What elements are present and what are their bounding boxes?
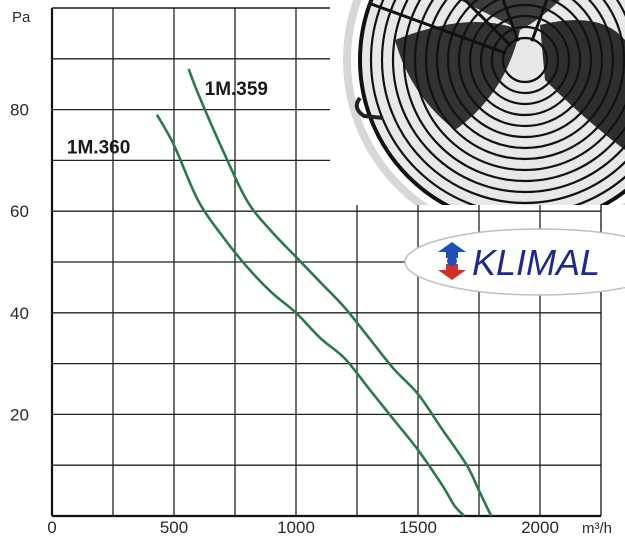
series-label-1m-360: 1M.360 bbox=[67, 138, 130, 159]
fan-photo bbox=[330, 0, 625, 205]
x-tick-label: 1500 bbox=[399, 518, 437, 537]
series-line-1m-359 bbox=[187, 68, 493, 517]
fan-grille-icon bbox=[369, 0, 625, 205]
y-tick-label: 80 bbox=[10, 101, 29, 120]
series-labels: 1M.359 1M.360 bbox=[67, 79, 268, 159]
x-tick-label: 500 bbox=[160, 518, 188, 537]
y-tick-label: 40 bbox=[10, 304, 29, 323]
x-tick-label: 1000 bbox=[277, 518, 315, 537]
series-line-1m-360 bbox=[155, 114, 466, 517]
y-tick-label: 60 bbox=[10, 202, 29, 221]
y-axis-unit-label: Pa bbox=[12, 9, 31, 26]
x-tick-labels: 0 500 1000 1500 2000 bbox=[47, 518, 559, 537]
series-label-1m-359: 1M.359 bbox=[205, 79, 268, 100]
x-tick-label: 2000 bbox=[521, 518, 559, 537]
x-axis-unit-label: m³/h bbox=[582, 520, 612, 537]
y-tick-label: 20 bbox=[10, 405, 29, 424]
y-tick-labels: 20 40 60 80 bbox=[10, 101, 29, 425]
klimal-logo: KLIMAL bbox=[404, 228, 625, 296]
logo-text: KLIMAL bbox=[472, 242, 600, 283]
klimal-logo-icon bbox=[438, 242, 466, 280]
series-lines bbox=[155, 68, 493, 517]
x-tick-label: 0 bbox=[47, 518, 56, 537]
